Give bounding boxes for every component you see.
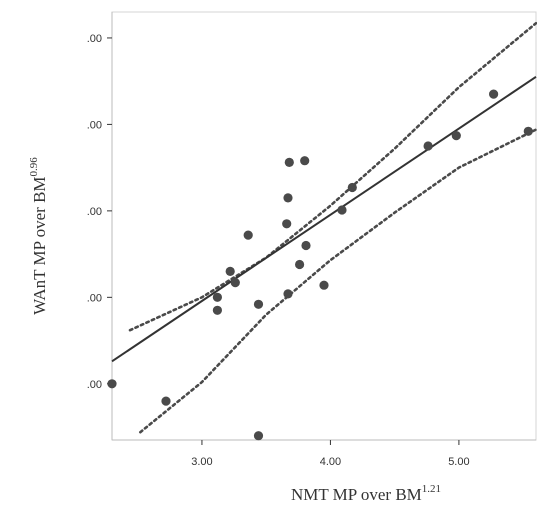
- data-point: [161, 396, 171, 406]
- x-axis-ticks: 3.00 4.00 5.00: [191, 440, 470, 468]
- confidence-bands: [128, 21, 537, 434]
- data-point: [253, 299, 264, 309]
- y-tick-label: .00: [87, 33, 102, 45]
- data-point: [107, 379, 117, 389]
- data-point: [337, 205, 347, 215]
- data-point: [212, 292, 222, 302]
- fit-line-group: [111, 76, 537, 363]
- y-tick-label: .00: [87, 292, 102, 304]
- data-point: [225, 266, 235, 276]
- data-point: [347, 182, 357, 193]
- x-axis-title: NMT MP over BM1.21: [291, 483, 441, 504]
- data-point: [282, 219, 292, 229]
- y-tick-label: .00: [87, 119, 102, 131]
- data-point: [319, 280, 329, 290]
- confidence-band-lower: [139, 128, 537, 434]
- x-tick-label: 4.00: [320, 456, 341, 468]
- data-point: [212, 305, 222, 315]
- x-tick-label: 3.00: [191, 456, 212, 468]
- data-point: [423, 141, 433, 151]
- data-point: [283, 289, 293, 299]
- data-point: [489, 89, 499, 99]
- data-point: [230, 278, 240, 288]
- data-point: [300, 156, 310, 166]
- data-point: [253, 431, 264, 441]
- y-axis-ticks: .00 .00 .00 .00 .00: [87, 33, 112, 391]
- axes: [111, 12, 536, 441]
- data-point: [284, 157, 294, 167]
- data-points: [107, 89, 533, 441]
- y-tick-label: .00: [87, 206, 102, 218]
- x-tick-label: 5.00: [448, 456, 469, 468]
- y-tick-label: .00: [87, 379, 102, 391]
- confidence-band-upper: [128, 21, 537, 332]
- data-point: [523, 126, 533, 136]
- data-point: [283, 193, 293, 203]
- data-point: [243, 230, 253, 240]
- data-point: [301, 240, 311, 251]
- data-point: [295, 259, 305, 270]
- data-point: [451, 131, 461, 141]
- regression-line: [111, 76, 537, 363]
- y-axis-title: WAnT MP over BM0.96: [28, 157, 49, 315]
